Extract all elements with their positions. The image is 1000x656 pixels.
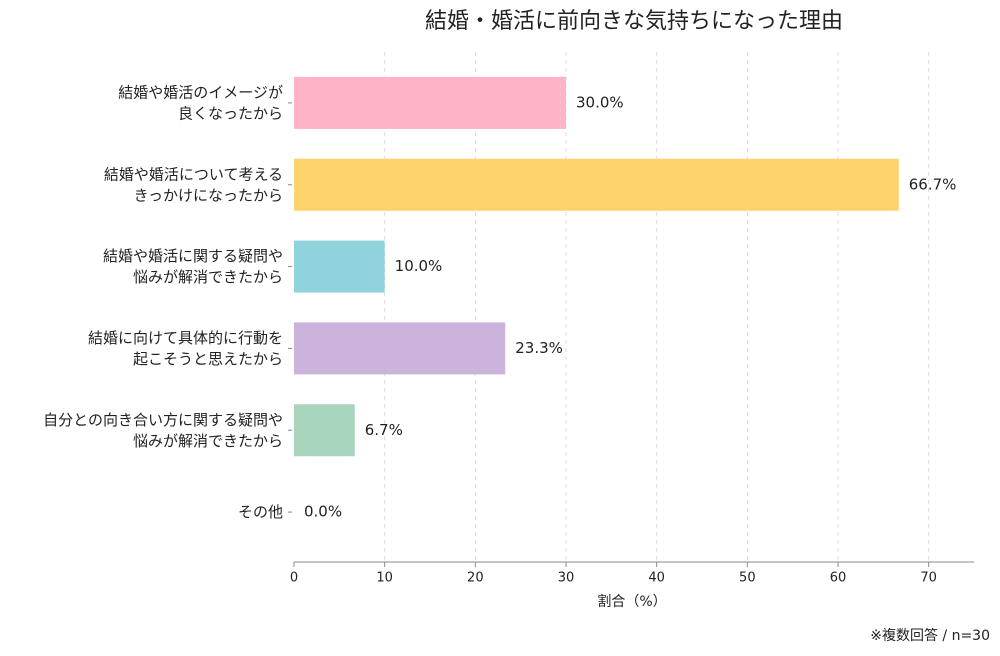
bar — [294, 240, 385, 293]
bar — [294, 404, 355, 457]
x-tick-label: 10 — [376, 571, 393, 586]
x-tick-label: 20 — [467, 571, 484, 586]
y-tick-label-line: 悩みが解消できたから — [133, 431, 283, 449]
value-label: 6.7% — [365, 421, 403, 439]
value-label: 0.0% — [304, 503, 342, 521]
y-tick-label-line: 結婚や婚活のイメージが — [118, 83, 283, 101]
y-tick-label-line: その他 — [238, 503, 283, 521]
x-tick-label: 0 — [290, 571, 298, 586]
value-label: 66.7% — [909, 175, 957, 193]
y-tick-label-line: きっかけになったから — [134, 186, 283, 204]
y-tick-label-line: 悩みが解消できたから — [133, 268, 283, 286]
y-tick-label-line: 結婚や婚活について考える — [104, 165, 283, 183]
bar — [294, 322, 506, 375]
y-tick-label: その他 — [238, 503, 283, 521]
bar — [294, 76, 566, 129]
y-tick-label-line: 起こそうと思えたから — [133, 349, 283, 367]
y-tick-label: 結婚や婚活のイメージが良くなったから — [118, 83, 283, 122]
y-tick-label-line: 結婚や婚活に関する疑問や — [103, 247, 283, 265]
note: ※複数回答 / n=30 — [870, 627, 990, 644]
x-axis-label: 割合（%） — [597, 593, 666, 610]
y-tick-label-line: 結婚に向けて具体的に行動を — [88, 328, 283, 346]
value-label: 10.0% — [395, 257, 443, 275]
y-tick-label: 結婚や婚活に関する疑問や悩みが解消できたから — [103, 247, 283, 286]
y-tick-label: 結婚や婚活について考えるきっかけになったから — [104, 165, 283, 204]
x-tick-label: 60 — [830, 571, 847, 586]
y-tick-label: 結婚に向けて具体的に行動を起こそうと思えたから — [88, 328, 283, 367]
chart-title: 結婚・婚活に前向きな気持ちになった理由 — [425, 9, 843, 34]
y-tick-label-line: 自分との向き合い方に関する疑問や — [43, 410, 283, 428]
value-label: 30.0% — [576, 93, 624, 111]
y-tick-label-line: 良くなったから — [178, 104, 283, 122]
y-tick-label: 自分との向き合い方に関する疑問や悩みが解消できたから — [43, 410, 283, 449]
x-tick-label: 30 — [558, 571, 575, 586]
x-tick-label: 70 — [920, 571, 937, 586]
x-tick-label: 50 — [739, 571, 756, 586]
x-tick-label: 40 — [648, 571, 665, 586]
bar — [294, 158, 899, 211]
value-label: 23.3% — [515, 339, 563, 357]
